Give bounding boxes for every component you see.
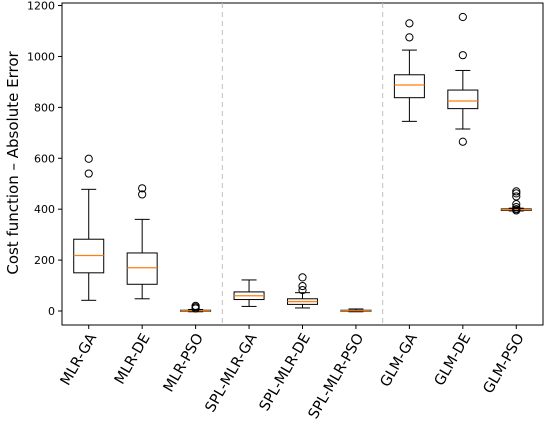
- outlier-point: [405, 19, 414, 28]
- y-tick-label: 200: [34, 254, 55, 267]
- outlier-point: [138, 190, 147, 199]
- box: [393, 74, 425, 99]
- outlier-point: [138, 184, 147, 193]
- box: [126, 252, 158, 285]
- outlier-point: [512, 189, 521, 198]
- x-tick-label: GLM-DE: [432, 331, 475, 389]
- outlier-point: [458, 12, 467, 22]
- x-tick-label: MLR-PSO: [161, 331, 207, 395]
- outlier-point: [405, 33, 414, 42]
- outlier-point: [512, 187, 521, 196]
- plot-frame: [61, 2, 544, 326]
- x-tick-label: SPL-MLR-GA: [203, 331, 261, 415]
- box: [447, 89, 479, 110]
- y-tick-label: 1000: [27, 50, 55, 63]
- outlier-point: [298, 273, 307, 282]
- x-tick-label: MLR-DE: [112, 331, 154, 387]
- x-tick-label: MLR-GA: [58, 331, 100, 388]
- y-tick-label: 0: [48, 305, 55, 318]
- outlier-point: [458, 51, 467, 60]
- outlier-point: [191, 301, 200, 311]
- outlier-point: [298, 286, 307, 295]
- outlier-point: [84, 154, 93, 163]
- outlier-point: [84, 169, 93, 178]
- y-tick-label: 800: [34, 101, 55, 114]
- outlier-point: [512, 203, 521, 212]
- y-tick-label: 1200: [27, 0, 55, 13]
- x-tick-label: SPL-MLR-PSO: [306, 331, 368, 422]
- x-tick-label: GLM-GA: [378, 331, 421, 390]
- outlier-point: [512, 192, 521, 201]
- y-axis-label: Cost function – Absolute Error: [4, 51, 22, 275]
- x-tick-label: SPL-MLR-DE: [257, 331, 314, 414]
- outlier-point: [512, 205, 521, 214]
- y-tick-label: 400: [34, 203, 55, 216]
- outlier-point: [458, 137, 467, 146]
- x-tick-label: GLM-PSO: [481, 331, 528, 397]
- plot-area: 0 200 400 600 800 1000 1200 MLR-GA MLR-DE MLR-PSO…: [27, 0, 544, 422]
- outlier-point: [298, 281, 307, 291]
- y-tick-label: 600: [34, 152, 55, 165]
